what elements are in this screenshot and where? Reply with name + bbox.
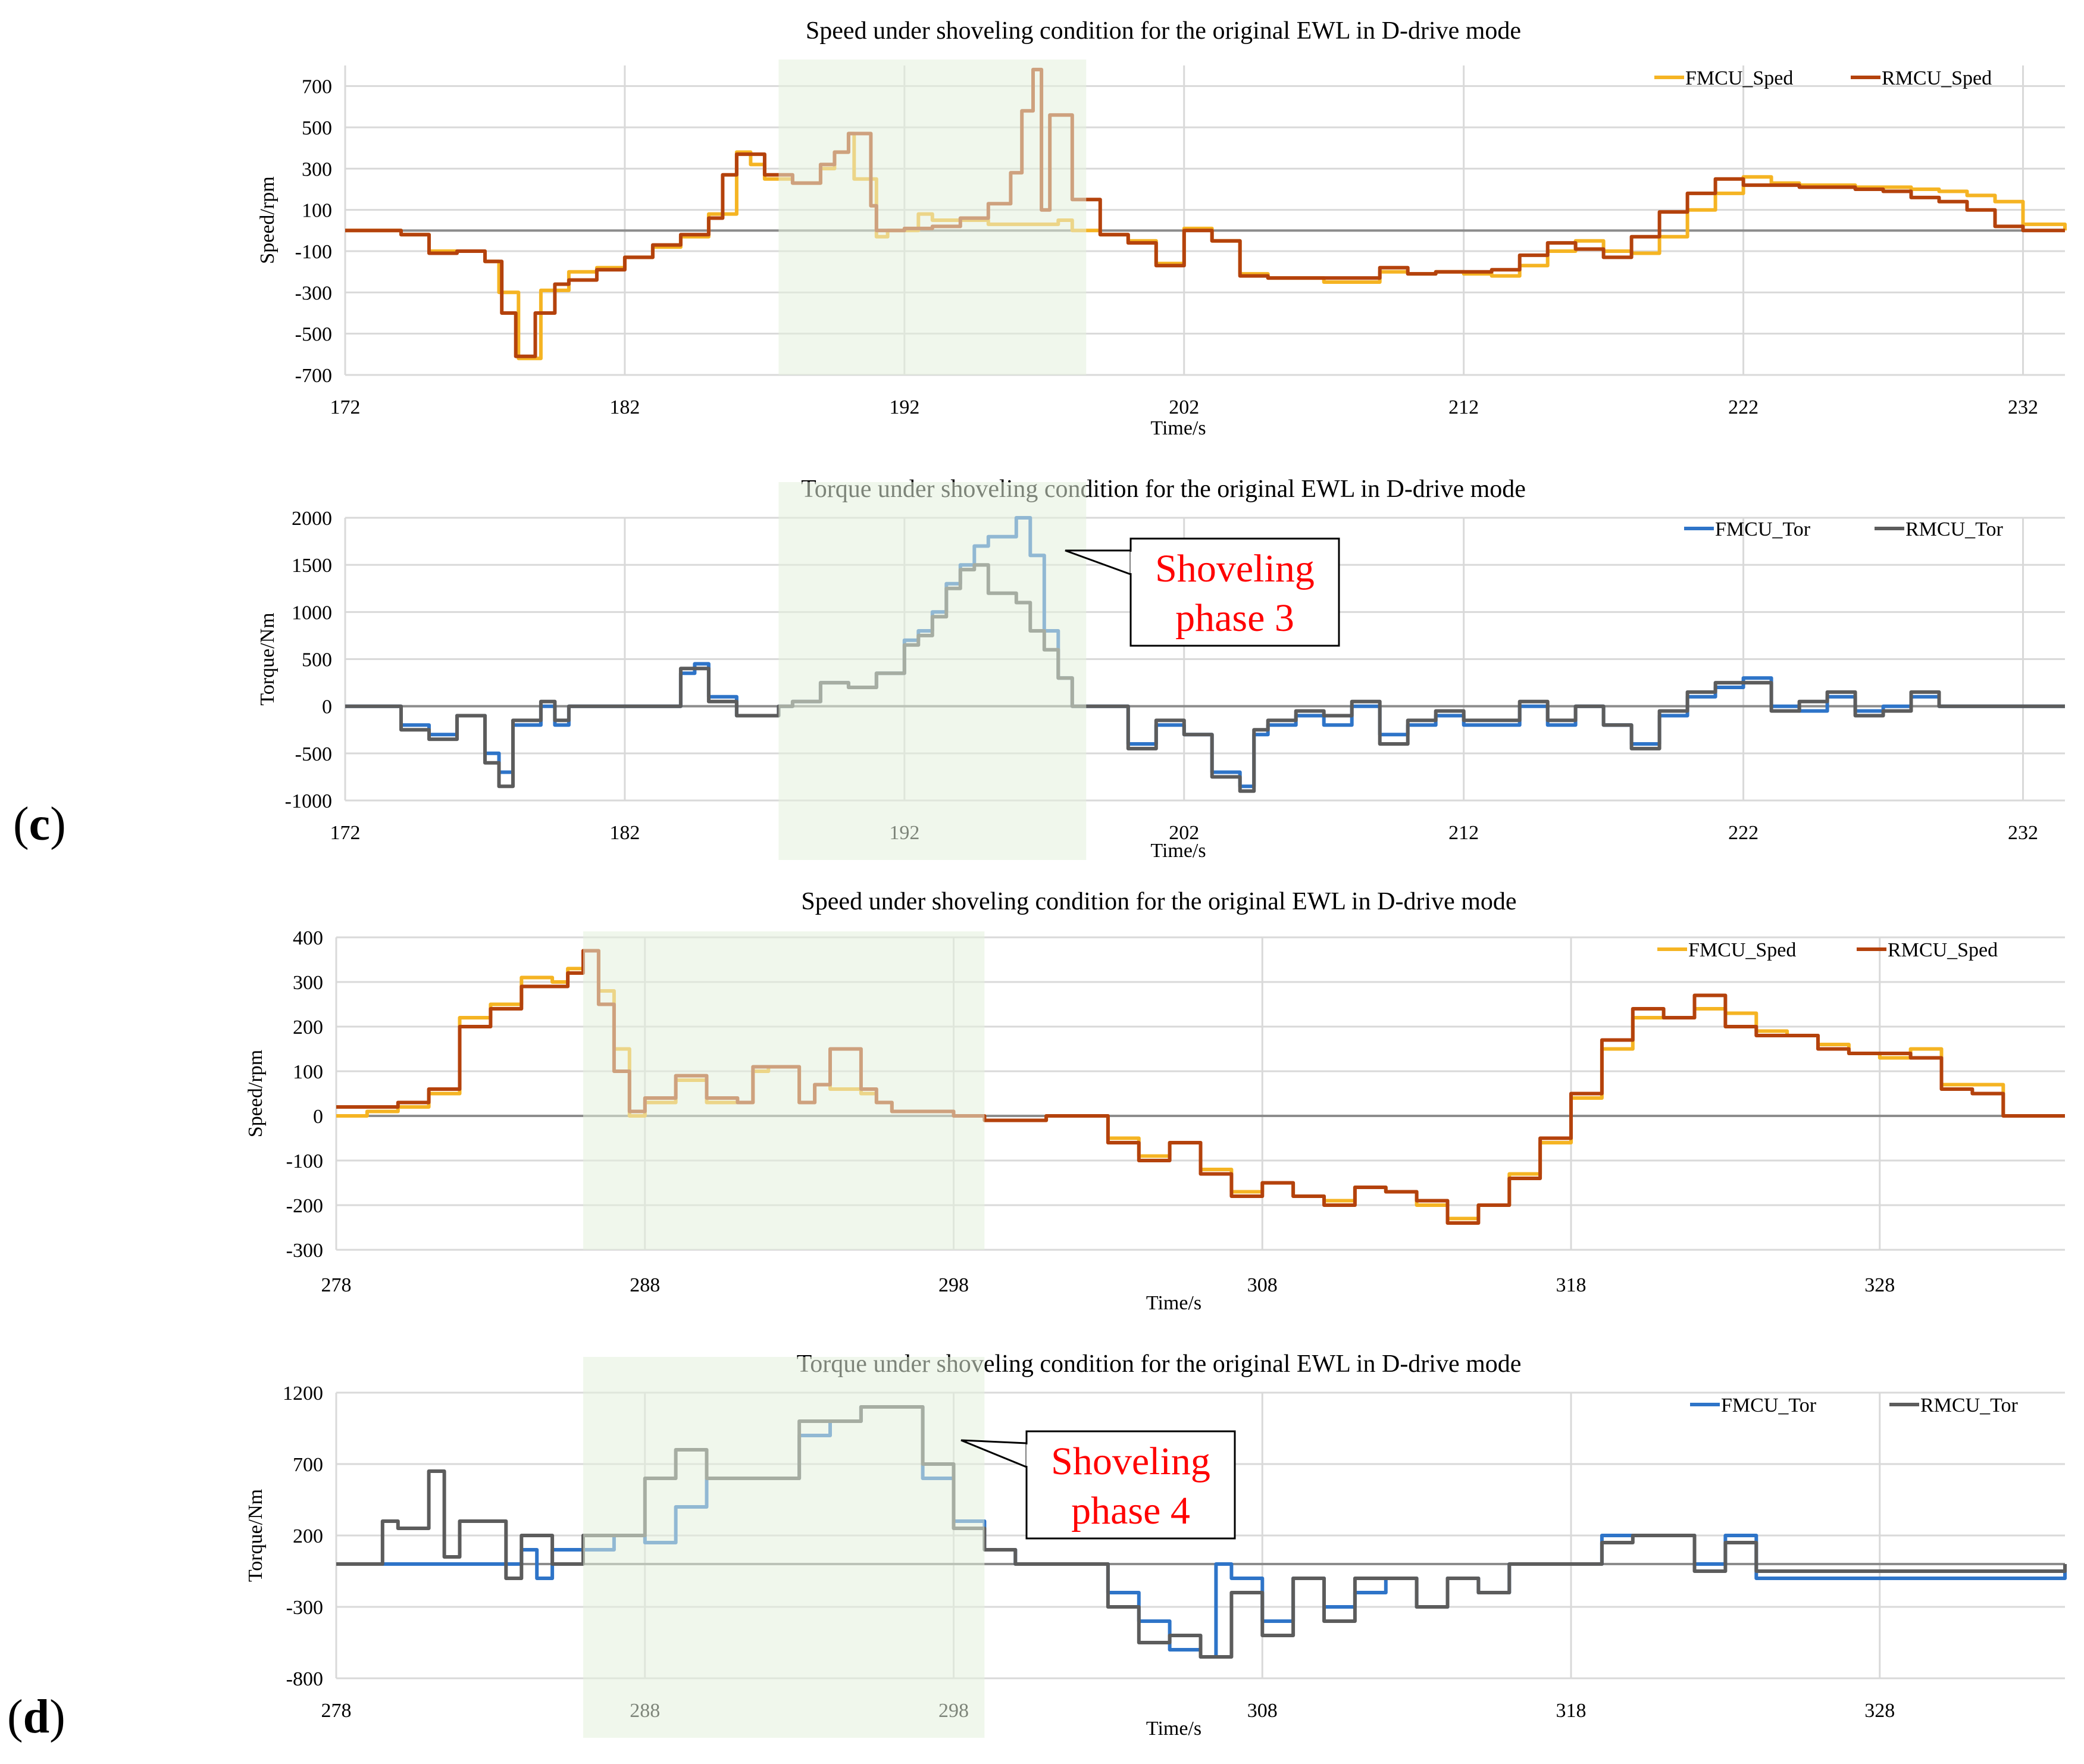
- y-tick-label: -500: [295, 324, 332, 346]
- y-tick-label: 200: [293, 1525, 323, 1547]
- legend-entry: RMCU_Sped: [1882, 67, 1992, 89]
- y-tick-label: 700: [302, 76, 332, 98]
- x-tick-label: 318: [1556, 1700, 1587, 1722]
- y-tick-label: 100: [293, 1061, 323, 1083]
- callout-text-line1: Shoveling: [1051, 1440, 1210, 1483]
- panel-label-d: (d): [7, 1691, 65, 1743]
- shoveling-highlight-band: [778, 60, 1087, 375]
- series-line-fmcu-sped: [345, 132, 2067, 361]
- shoveling-highlight-band: [583, 931, 985, 1250]
- series-line-rmcu-tor: [336, 1405, 2067, 1659]
- chart-title: Speed under shoveling condition for the …: [806, 17, 1521, 45]
- legend-entry: FMCU_Tor: [1721, 1394, 1817, 1416]
- x-tick-label: 298: [938, 1274, 969, 1296]
- x-tick-label: 202: [1169, 396, 1199, 418]
- y-axis-label: Speed/rpm: [256, 176, 279, 264]
- y-tick-label: 2000: [292, 508, 332, 530]
- x-axis-label: Time/s: [1146, 1718, 1201, 1740]
- x-tick-label: 308: [1247, 1274, 1278, 1296]
- y-tick-label: -700: [295, 365, 332, 387]
- x-axis-label: Time/s: [1146, 1292, 1201, 1314]
- x-axis-label: Time/s: [1150, 840, 1206, 862]
- chart-d-speed: -300 -200 -100 0 100 200 300 400 278 288 298 308 318…: [245, 888, 2065, 1314]
- shoveling-highlight-band: [778, 482, 1087, 860]
- y-tick-label: -500: [295, 743, 332, 765]
- legend-entry: FMCU_Sped: [1688, 939, 1796, 961]
- legend-entry: RMCU_Sped: [1888, 939, 1998, 961]
- y-tick-label: 500: [302, 117, 332, 139]
- callout-text-line2: phase 3: [1175, 596, 1294, 640]
- x-tick-label: 212: [1448, 396, 1479, 418]
- y-axis-label: Torque/Nm: [256, 612, 279, 705]
- x-tick-label: 288: [630, 1274, 660, 1296]
- x-tick-label: 278: [321, 1274, 352, 1296]
- x-tick-label: 222: [1728, 396, 1758, 418]
- y-tick-label: 200: [293, 1017, 323, 1039]
- callout-text-line1: Shoveling: [1155, 547, 1315, 590]
- y-tick-label: -300: [295, 282, 332, 304]
- legend-entry: RMCU_Tor: [1920, 1394, 2019, 1416]
- panel-label-c: (c): [13, 798, 66, 850]
- y-tick-label: 0: [313, 1106, 323, 1128]
- y-tick-label: 300: [293, 972, 323, 994]
- x-tick-label: 222: [1728, 822, 1758, 844]
- y-tick-label: -800: [286, 1668, 323, 1690]
- y-tick-label: -200: [286, 1195, 323, 1217]
- y-tick-label: -100: [295, 241, 332, 263]
- chart-c-torque: -1000-5000500100015002000172182192202212…: [256, 476, 2065, 862]
- x-axis-label: Time/s: [1150, 417, 1206, 439]
- y-axis-label: Speed/rpm: [245, 1050, 267, 1137]
- x-tick-label: 328: [1864, 1700, 1895, 1722]
- y-tick-label: 1500: [292, 555, 332, 577]
- x-tick-label: 232: [2008, 822, 2038, 844]
- y-tick-label: -300: [286, 1597, 323, 1619]
- x-tick-label: 182: [609, 822, 640, 844]
- legend-entry: FMCU_Tor: [1715, 518, 1811, 540]
- legend-entry: RMCU_Tor: [1905, 518, 2004, 540]
- y-tick-label: 500: [302, 649, 332, 671]
- x-tick-label: 172: [330, 396, 361, 418]
- y-axis-label: Torque/Nm: [245, 1489, 267, 1582]
- y-tick-label: 1000: [292, 602, 332, 624]
- y-tick-label: 700: [293, 1454, 323, 1476]
- y-tick-label: -1000: [285, 790, 332, 812]
- x-tick-label: 182: [609, 396, 640, 418]
- x-tick-label: 172: [330, 822, 361, 844]
- y-tick-label: 1200: [283, 1383, 323, 1405]
- y-tick-label: 100: [302, 200, 332, 222]
- chart-c-speed: -700 -500 -300 -100 100 300 500 700 172 182 192 202…: [256, 17, 2067, 439]
- x-tick-label: 278: [321, 1700, 352, 1722]
- x-tick-label: 192: [889, 396, 919, 418]
- chart-d-torque: -800-3002007001200278288298308318328Torq…: [245, 1350, 2067, 1740]
- legend-entry: FMCU_Sped: [1685, 67, 1793, 89]
- y-tick-label: -300: [286, 1240, 323, 1262]
- callout-box: [1025, 1430, 1236, 1540]
- y-tick-label: -100: [286, 1150, 323, 1172]
- callout-box: [1129, 537, 1340, 647]
- y-tick-label: 300: [302, 158, 332, 180]
- y-tick-label: 0: [322, 696, 332, 718]
- series-line-rmcu-sped: [345, 67, 2065, 358]
- shoveling-highlight-band: [583, 1357, 985, 1738]
- x-tick-label: 202: [1169, 822, 1199, 844]
- x-tick-label: 212: [1448, 822, 1479, 844]
- callout-text-line2: phase 4: [1071, 1489, 1190, 1532]
- x-tick-label: 232: [2008, 396, 2038, 418]
- x-tick-label: 318: [1556, 1274, 1587, 1296]
- x-tick-label: 328: [1864, 1274, 1895, 1296]
- y-tick-label: 400: [293, 927, 323, 949]
- x-tick-label: 308: [1247, 1700, 1278, 1722]
- chart-title: Speed under shoveling condition for the …: [801, 888, 1516, 915]
